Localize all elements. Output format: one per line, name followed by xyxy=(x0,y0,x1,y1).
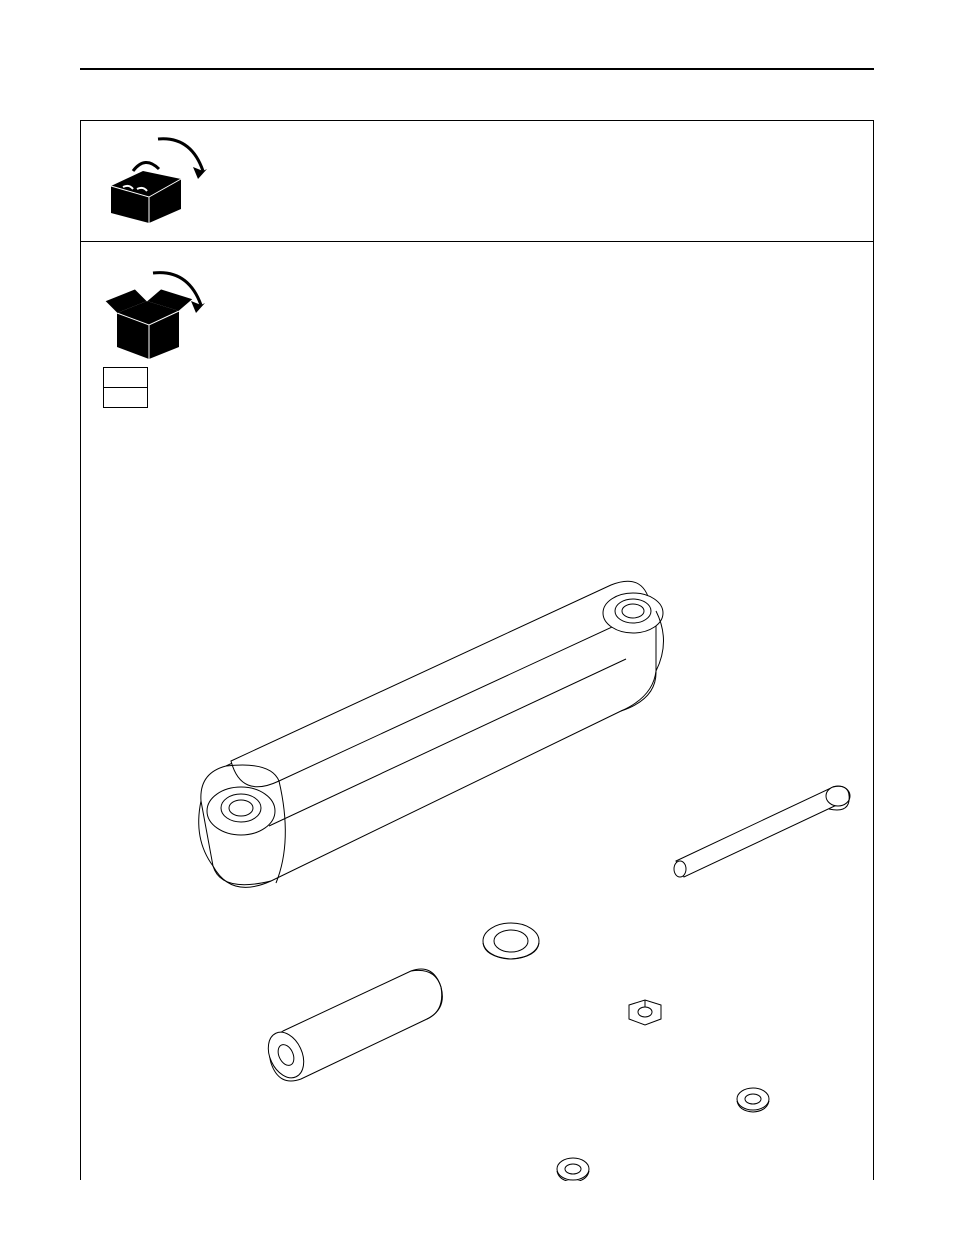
label-cell-1 xyxy=(104,368,148,388)
toolbox-icon xyxy=(103,131,193,231)
label-table xyxy=(103,367,148,408)
content-frame xyxy=(80,120,874,1180)
top-rule xyxy=(80,68,874,70)
section-rule xyxy=(81,241,873,242)
parts-diagram xyxy=(81,461,875,1181)
parts-box-icon xyxy=(103,263,193,368)
page xyxy=(0,0,954,1235)
label-cell-2 xyxy=(104,388,148,408)
